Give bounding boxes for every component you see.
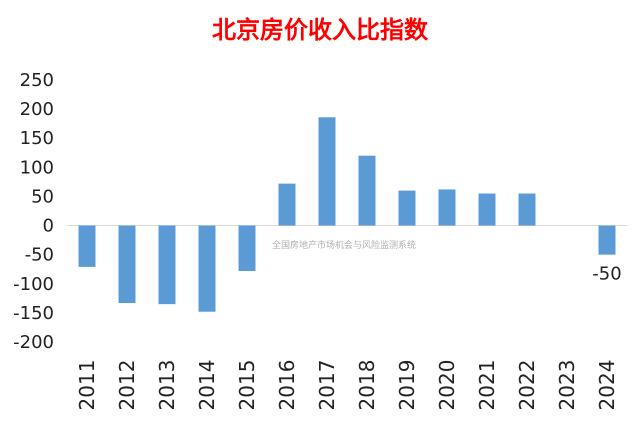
y-tick-label: -200 bbox=[13, 332, 54, 353]
y-tick-label: 250 bbox=[20, 70, 54, 91]
x-tick-label: 2017 bbox=[315, 360, 339, 411]
x-tick-label: 2014 bbox=[195, 360, 219, 411]
y-tick-label: 100 bbox=[20, 157, 54, 178]
watermark-text: 全国房地产市场机会与风险监测系统 bbox=[272, 239, 416, 251]
bar-2020 bbox=[438, 189, 456, 226]
x-tick-label: 2024 bbox=[595, 360, 619, 411]
chart-title: 北京房价收入比指数 bbox=[212, 16, 428, 44]
bar-2011 bbox=[78, 225, 96, 267]
x-tick-label: 2019 bbox=[395, 360, 419, 411]
bar-2022 bbox=[518, 193, 536, 226]
x-tick-label: 2023 bbox=[555, 360, 579, 411]
x-tick-label: 2011 bbox=[75, 360, 99, 411]
x-tick-label: 2020 bbox=[435, 360, 459, 411]
x-tick-label: 2021 bbox=[475, 360, 499, 411]
y-tick-label: -150 bbox=[13, 303, 54, 324]
y-tick-label: -50 bbox=[25, 245, 54, 266]
x-tick-label: 2015 bbox=[235, 360, 259, 411]
x-tick-label: 2022 bbox=[515, 360, 539, 411]
bar-2024 bbox=[598, 225, 616, 255]
y-tick-label: -100 bbox=[13, 274, 54, 295]
bar-2013 bbox=[158, 225, 176, 305]
bar-2021 bbox=[478, 193, 496, 226]
x-tick-label: 2016 bbox=[275, 360, 299, 411]
x-tick-label: 2013 bbox=[155, 360, 179, 411]
bar-2016 bbox=[278, 183, 296, 226]
bar-2018 bbox=[358, 155, 376, 226]
bar-2014 bbox=[198, 225, 216, 312]
bar-2017 bbox=[318, 117, 336, 226]
bar-2019 bbox=[398, 190, 416, 226]
y-tick-label: 150 bbox=[20, 128, 54, 149]
y-tick-label: 50 bbox=[31, 186, 54, 207]
x-tick-label: 2018 bbox=[355, 360, 379, 411]
y-tick-label: 0 bbox=[43, 216, 54, 237]
x-tick-label: 2012 bbox=[115, 360, 139, 411]
bar-2012 bbox=[118, 225, 136, 303]
bar-2015 bbox=[238, 225, 256, 271]
y-tick-label: 200 bbox=[20, 99, 54, 120]
data-label-2024: -50 bbox=[592, 264, 621, 285]
